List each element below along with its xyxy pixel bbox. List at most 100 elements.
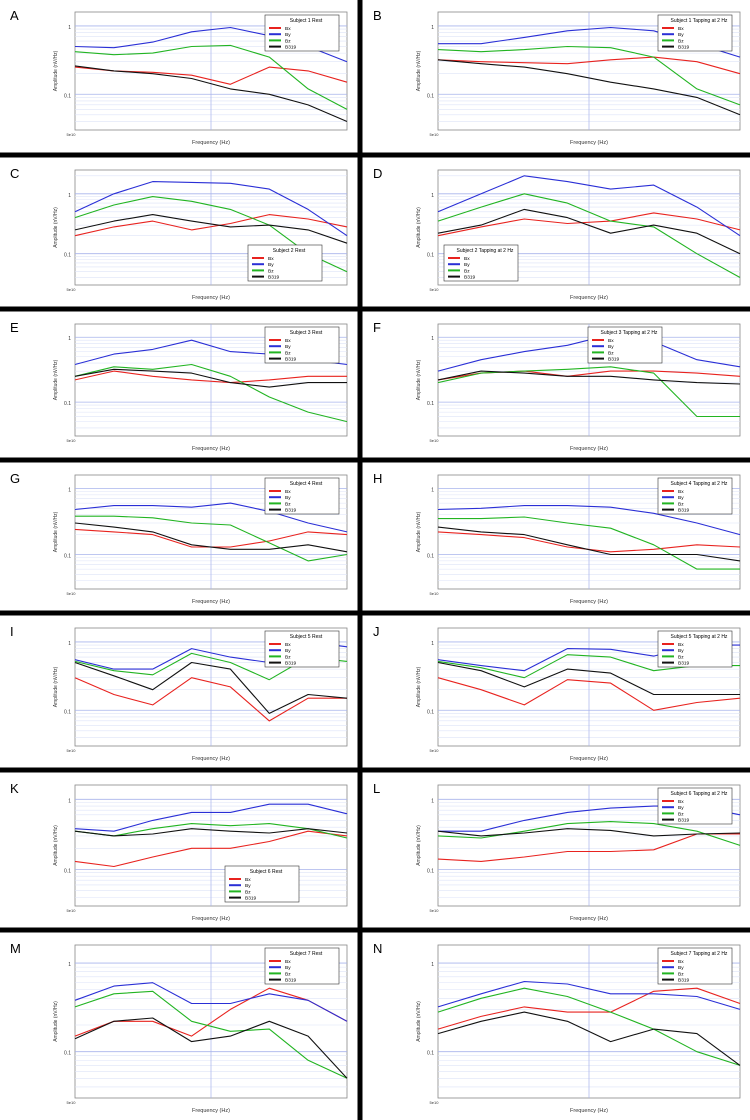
legend-entry-Bz: Bz [245, 889, 251, 895]
legend-entry-B319: B319 [285, 661, 297, 667]
legend-entry-Bz: Bz [285, 350, 291, 356]
x-axis-label: Frequency (Hz) [570, 1108, 608, 1114]
y-axis-label: Amplitude (nV/Hz) [53, 50, 59, 91]
legend-entry-Bx: Bx [285, 959, 291, 965]
legend-entry-Bx: Bx [464, 256, 470, 262]
legend-entry-Bz: Bz [678, 811, 684, 817]
series-line-Bz [74, 363, 348, 423]
y-axis-label: Amplitude (nV/Hz) [53, 511, 59, 552]
ytick-label: 1 [68, 336, 71, 342]
panel-letter: E [10, 320, 19, 335]
y-axis-label: Amplitude (nV/Hz) [416, 511, 422, 552]
ytick-label: 0.1 [427, 1051, 434, 1057]
xtick-label: 5e10 [67, 438, 77, 443]
series-line-Bx [437, 56, 741, 75]
series-line-B319 [437, 1011, 741, 1066]
legend-box [264, 477, 340, 515]
legend-entry-Bx: Bx [285, 642, 291, 648]
x-axis-label: Frequency (Hz) [570, 295, 608, 301]
legend-box [657, 630, 733, 668]
legend-entry-Bx: Bx [285, 338, 291, 344]
legend-entry-Bx: Bx [285, 26, 291, 32]
series-line-Bz [437, 366, 740, 418]
series-line-B319 [437, 526, 741, 562]
legend-box [264, 14, 340, 52]
series-line-B319 [74, 661, 348, 714]
y-axis-label: Amplitude (nV/Hz) [416, 825, 422, 866]
xtick-label: 5e10 [430, 908, 440, 913]
legend-box [247, 244, 323, 282]
legend-title: Subject 5 Rest [290, 634, 323, 640]
series-line-Bz [437, 987, 741, 1066]
ytick-label: 1 [68, 798, 71, 804]
y-axis-label: Amplitude (nV/Hz) [53, 359, 59, 400]
ytick-label: 0.1 [427, 253, 434, 259]
series-line-B319 [74, 65, 348, 123]
series-line-By [74, 502, 348, 533]
panel-letter: J [373, 624, 380, 639]
series-line-B319 [74, 214, 348, 244]
legend-entry-Bx: Bx [678, 489, 684, 495]
xtick-label: 5e10 [430, 748, 440, 753]
series-line-Bz [74, 823, 348, 839]
ytick-label: 0.1 [64, 709, 71, 715]
series-line-B319 [437, 661, 740, 696]
panel-letter: D [373, 166, 382, 181]
legend-title: Subject 4 Tapping at 2 Hz [671, 481, 728, 487]
x-axis-label: Frequency (Hz) [192, 916, 230, 922]
ytick-label: 1 [431, 798, 434, 804]
x-axis-label: Frequency (Hz) [570, 756, 608, 762]
legend-title: Subject 2 Tapping at 2 Hz [457, 248, 514, 254]
series-line-By [74, 181, 348, 237]
legend-box [264, 630, 340, 668]
x-axis-label: Frequency (Hz) [192, 1108, 230, 1114]
y-axis-label: Amplitude (nV/Hz) [53, 1001, 59, 1042]
legend-entry-B319: B319 [608, 357, 620, 363]
ytick-label: 0.1 [427, 401, 434, 407]
legend-entry-B319: B319 [285, 508, 297, 514]
chart-panel-G: G 1 0.1 5e10 Frequency (Hz) Amplitude (nV/Hz)… [10, 471, 348, 605]
legend-box [587, 326, 663, 364]
panel-letter: A [10, 8, 19, 23]
legend-entry-By: By [678, 495, 684, 501]
xtick-label: 5e10 [430, 1100, 440, 1105]
y-axis-label: Amplitude (nV/Hz) [416, 359, 422, 400]
legend-title: Subject 2 Rest [273, 248, 306, 254]
legend-entry-Bz: Bz [268, 268, 274, 274]
chart-panel-K: K 1 0.1 5e10 Frequency (Hz) Amplitude (nV/Hz)… [10, 781, 348, 922]
legend-entry-B319: B319 [678, 978, 690, 984]
panel-letter: G [10, 471, 20, 486]
legend-entry-B319: B319 [285, 357, 297, 363]
panel-letter: C [10, 166, 19, 181]
series-line-Bx [74, 677, 347, 722]
legend-entry-Bx: Bx [678, 26, 684, 32]
panel-letter: L [373, 781, 380, 796]
xtick-label: 5e10 [67, 287, 77, 292]
ytick-label: 0.1 [64, 868, 71, 874]
x-axis-label: Frequency (Hz) [570, 599, 608, 605]
legend-entry-Bx: Bx [245, 877, 251, 883]
legend-entry-Bz: Bz [285, 654, 291, 660]
legend-box [264, 947, 340, 985]
series-line-Bz [437, 193, 741, 278]
legend-entry-Bx: Bx [268, 256, 274, 262]
chart-panel-B: B 1 0.1 5e10 Frequency (Hz) Amplitude (nV/Hz)… [373, 8, 741, 146]
y-axis-label: Amplitude (nV/Hz) [416, 666, 422, 707]
legend-entry-By: By [285, 32, 291, 38]
panel-letter: K [10, 781, 19, 796]
ytick-label: 1 [68, 487, 71, 493]
ytick-label: 1 [431, 487, 434, 493]
series-line-B319 [437, 59, 741, 116]
panel-letter: N [373, 941, 382, 956]
ytick-label: 1 [431, 25, 434, 31]
legend-title: Subject 6 Rest [250, 869, 283, 875]
series-line-Bx [74, 214, 348, 237]
chart-panel-A: A 1 0.1 5e10 Frequency (Hz) Amplitude (nV/Hz)… [10, 8, 348, 146]
legend-title: Subject 7 Tapping at 2 Hz [671, 951, 728, 957]
